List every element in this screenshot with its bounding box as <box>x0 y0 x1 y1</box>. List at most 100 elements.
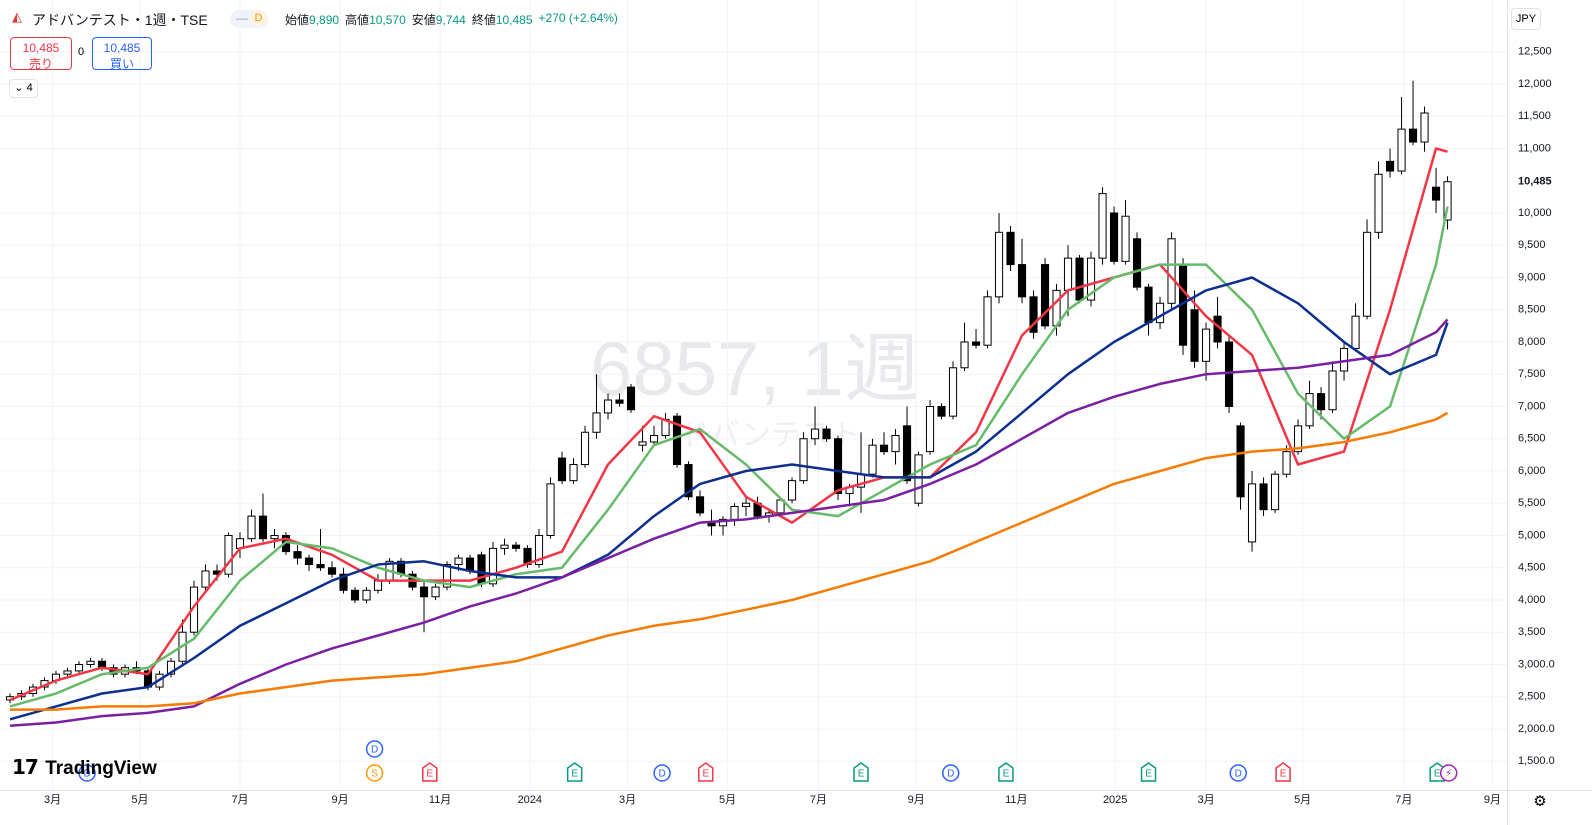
y-tick-label: 6,500 <box>1518 433 1546 445</box>
event-marker[interactable]: E <box>853 762 869 782</box>
event-shape <box>853 762 869 782</box>
event-label: E <box>571 769 578 780</box>
currency[interactable]: JPY <box>1511 8 1541 30</box>
moving-average <box>9 318 1449 728</box>
candle-body <box>1132 238 1142 288</box>
interval-pill[interactable]: — D <box>230 10 268 28</box>
candle-body <box>488 547 498 585</box>
event-shape <box>1275 762 1291 782</box>
candle-body <box>1443 181 1452 221</box>
y-tick-label: 7,500 <box>1518 368 1546 380</box>
x-tick-label: 5月 <box>131 794 148 806</box>
candle-body <box>1293 425 1303 453</box>
event-marker[interactable]: ⚡ <box>1439 764 1458 782</box>
settings-icon[interactable]: ⚙ <box>1533 793 1547 810</box>
candle-body <box>730 505 739 520</box>
x-tick-label: 3月 <box>1197 794 1214 806</box>
time-axis <box>0 790 1507 825</box>
candle-body <box>1029 296 1038 333</box>
event-marker[interactable]: E <box>1275 762 1291 782</box>
event-marker[interactable]: D <box>941 764 960 782</box>
candle-body <box>1006 231 1015 266</box>
y-tick-label: 7,000 <box>1518 400 1546 412</box>
event-marker[interactable]: D <box>365 740 384 758</box>
x-tick-label: 3月 <box>619 794 636 806</box>
event-shape <box>1229 764 1247 782</box>
watermark-symbol: 6857, 1週 <box>590 327 920 412</box>
buy-label: 買い <box>109 57 134 71</box>
candle-body <box>1063 257 1073 291</box>
candle-body <box>960 341 969 369</box>
event-label: E <box>426 769 433 780</box>
symbol-title[interactable]: アドバンテスト・1週・TSE <box>32 12 208 28</box>
event-shape <box>365 764 384 782</box>
event-marker[interactable]: E <box>1140 762 1157 782</box>
interval-badge: D <box>251 11 266 26</box>
y-tick-label: 5,000 <box>1518 529 1546 541</box>
candle-body <box>86 660 95 665</box>
moving-average <box>9 276 1449 721</box>
candle-body <box>270 534 279 540</box>
indicators-toggle[interactable]: ⌄ 4 <box>9 79 38 98</box>
event-label: D <box>83 769 90 780</box>
sell-price: 10,485 <box>22 41 60 55</box>
candle-body <box>1362 231 1372 317</box>
candle-body <box>1190 309 1199 362</box>
candle-body <box>891 435 900 453</box>
ohlc-legend: 始値9,890 高値10,570 安値9,744 終値10,485 +270 (+2.6… <box>285 11 618 28</box>
event-label: D <box>658 769 665 780</box>
y-tick-label: 9,000 <box>1518 271 1546 283</box>
moving-average <box>9 147 1448 702</box>
candle-body <box>1385 160 1395 172</box>
logo-icon: 𝟭𝟳 <box>12 757 39 779</box>
candle-body <box>247 515 256 540</box>
candle-body <box>327 567 337 575</box>
candle-body <box>741 502 751 507</box>
candle-body <box>1316 393 1326 411</box>
event-label: S <box>371 769 378 780</box>
candle-body <box>799 438 808 482</box>
candle-body <box>649 435 659 443</box>
event-marker[interactable]: S <box>365 764 384 782</box>
candle-body <box>684 464 693 498</box>
event-shape <box>1140 762 1157 782</box>
x-tick-label: 11月 <box>429 794 451 806</box>
event-marker[interactable]: D <box>78 764 96 782</box>
event-marker[interactable]: D <box>1229 764 1247 782</box>
candle-body <box>350 589 360 601</box>
candle-body <box>1305 393 1314 427</box>
sell-button[interactable]: 10,485 売り <box>10 37 72 71</box>
candle-body <box>1040 264 1050 327</box>
event-marker[interactable]: E <box>422 762 438 782</box>
event-label: ⚡ <box>1445 769 1452 780</box>
event-shape <box>941 764 960 782</box>
candle-body <box>937 405 946 417</box>
candle-body <box>592 412 601 433</box>
x-tick-label: 2024 <box>518 794 542 806</box>
candle-body <box>1270 473 1280 511</box>
event-marker[interactable]: E <box>998 762 1014 782</box>
candle-body <box>822 428 831 440</box>
candle-body <box>1075 257 1084 301</box>
x-tick-label: 5月 <box>1294 794 1311 806</box>
ohlc-value: 10,570 <box>369 13 406 27</box>
candle-body <box>258 515 268 540</box>
indicators-count: 4 <box>26 82 33 94</box>
candle-body <box>362 589 371 601</box>
y-tick-label: 3,500 <box>1518 626 1546 638</box>
candle-body <box>1236 425 1245 498</box>
event-marker[interactable]: E <box>566 762 583 782</box>
buy-button[interactable]: 10,485 買い <box>92 37 152 71</box>
candle-body <box>431 586 440 598</box>
event-label: D <box>371 745 378 756</box>
ohlc-label: 高値 <box>345 13 370 27</box>
y-tick-label: 4,500 <box>1518 562 1546 574</box>
event-label: D <box>1235 769 1242 780</box>
candle-body <box>1224 341 1234 407</box>
candle-body <box>339 573 348 591</box>
event-marker[interactable]: E <box>698 762 714 782</box>
event-label: E <box>1145 769 1152 780</box>
logo[interactable]: 𝟭𝟳 TradingView <box>12 755 172 781</box>
event-marker[interactable]: D <box>653 764 671 782</box>
ohlc-value: 9,890 <box>309 13 340 27</box>
